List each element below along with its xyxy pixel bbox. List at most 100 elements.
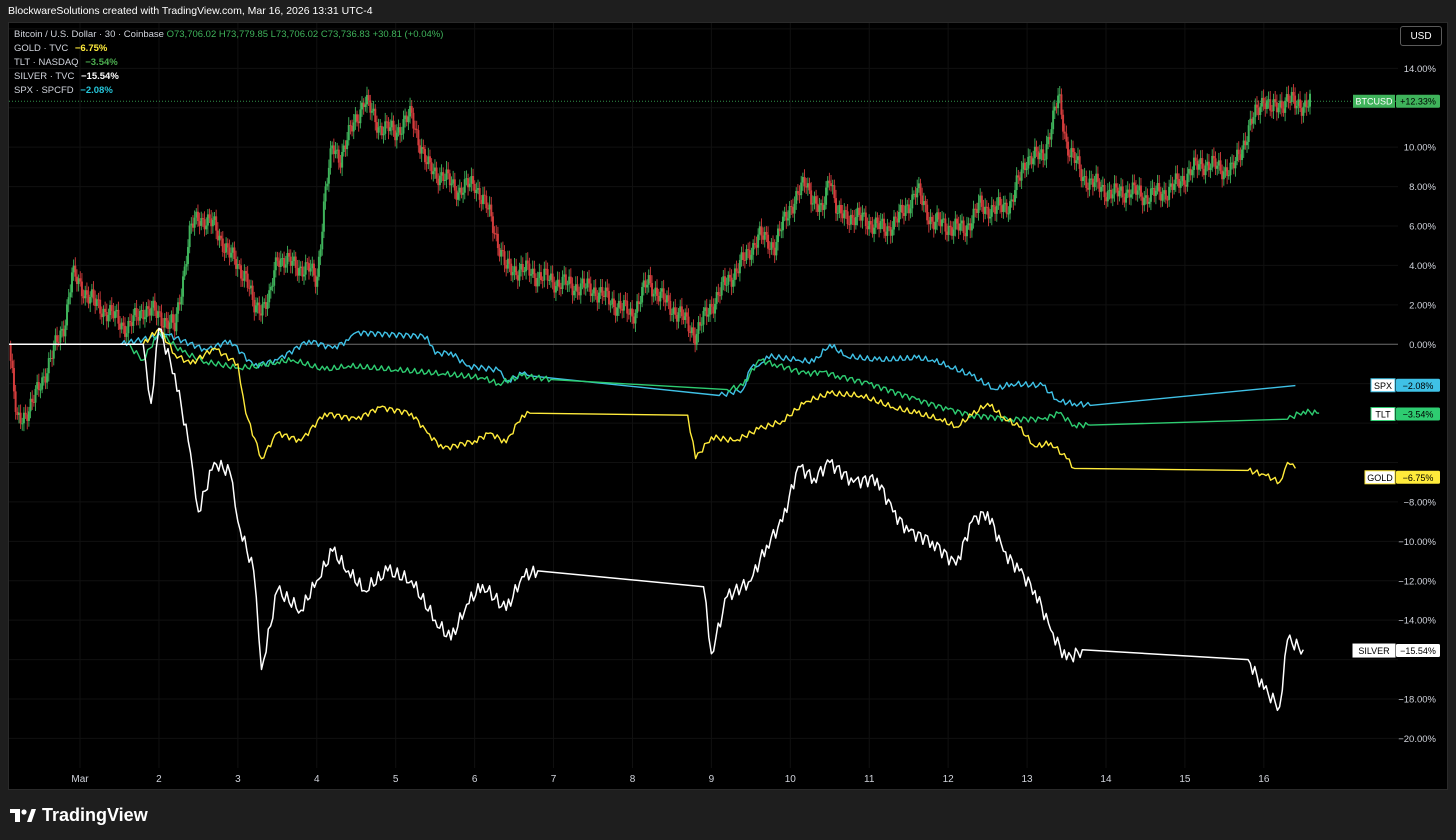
btc-candle <box>254 305 257 313</box>
btc-candle <box>428 156 431 163</box>
btc-candle <box>891 229 894 236</box>
y-tick-label: −18.00% <box>1398 695 1436 706</box>
btc-candle <box>531 268 534 275</box>
btc-candle <box>133 308 136 316</box>
btc-candle <box>1083 176 1086 178</box>
btc-candle <box>1050 129 1053 140</box>
btc-candle <box>296 267 299 276</box>
btc-candle <box>1272 99 1275 112</box>
btc-candle <box>932 221 935 230</box>
btc-candle <box>830 183 833 186</box>
btc-candle <box>964 233 967 237</box>
btc-candle <box>172 314 175 323</box>
btc-candle <box>965 225 968 237</box>
btc-candle <box>1229 162 1232 176</box>
btc-candle <box>1146 195 1149 204</box>
btc-candle <box>783 211 786 217</box>
btc-candle <box>475 189 478 194</box>
btc-candle <box>700 324 703 326</box>
btc-candle <box>786 218 789 221</box>
y-tick-label: −10.00% <box>1398 537 1436 548</box>
attribution-text: BlockwareSolutions created with TradingV… <box>8 5 373 17</box>
btc-candle <box>1035 146 1038 152</box>
tradingview-logo[interactable]: TradingView <box>10 805 148 826</box>
btc-candle <box>445 169 448 180</box>
btc-candle <box>472 175 475 184</box>
btc-candle <box>238 264 241 266</box>
btc-candle <box>405 115 408 123</box>
btc-candle <box>957 223 960 231</box>
btc-candle <box>762 235 765 240</box>
btc-candle <box>31 398 34 402</box>
btc-candle <box>559 287 562 289</box>
legend-row-spx[interactable]: SPX · SPCFD −2.08% <box>14 84 443 98</box>
btc-candle <box>1267 99 1270 101</box>
btc-candle <box>1221 170 1224 180</box>
btc-candle <box>385 121 388 123</box>
btc-candle <box>1156 183 1159 191</box>
btc-candle <box>1192 157 1195 171</box>
btc-candle <box>278 260 281 267</box>
btc-candle <box>1255 104 1258 108</box>
btc-candle <box>1279 100 1282 108</box>
btc-candle <box>409 106 412 117</box>
legend-tlt-name: TLT · NASDAQ <box>14 57 79 68</box>
btc-candle <box>137 316 140 321</box>
btc-candle <box>743 259 746 261</box>
legend-main-row[interactable]: Bitcoin / U.S. Dollar · 30 · Coinbase O7… <box>14 28 443 42</box>
btc-candle <box>664 299 667 303</box>
btc-candle <box>1106 191 1109 202</box>
legend-row-tlt[interactable]: TLT · NASDAQ −3.54% <box>14 56 443 70</box>
btc-candle <box>758 226 761 235</box>
x-tick-label: 11 <box>864 774 875 785</box>
btc-candle <box>1033 146 1036 159</box>
btc-candle <box>109 305 112 316</box>
btc-candle <box>458 187 461 193</box>
btc-candle <box>732 279 735 287</box>
btc-candle <box>298 268 301 276</box>
btc-candle <box>142 310 145 320</box>
chart-frame[interactable] <box>8 22 1448 790</box>
currency-button[interactable]: USD <box>1400 26 1442 46</box>
btc-candle <box>1103 184 1106 198</box>
btc-candle <box>1236 149 1239 161</box>
btc-candle <box>947 225 950 235</box>
btc-candle <box>679 306 682 313</box>
btc-candle <box>269 286 272 291</box>
btc-candle <box>112 311 115 319</box>
btc-candle <box>778 228 781 231</box>
legend-row-silver[interactable]: SILVER · TVC −15.54% <box>14 70 443 84</box>
btc-candle <box>526 260 529 264</box>
btc-candle <box>760 226 763 236</box>
btc-candle <box>520 263 523 270</box>
btc-candle <box>1231 162 1234 164</box>
btc-candle <box>1270 110 1273 112</box>
btc-candle <box>210 218 213 227</box>
series-line-silver <box>9 327 1304 712</box>
btc-candle <box>1037 151 1040 160</box>
btc-candle <box>750 254 753 260</box>
x-tick-label: 4 <box>314 774 320 785</box>
legend-row-gold[interactable]: GOLD · TVC −6.75% <box>14 42 443 56</box>
btc-candle <box>148 308 151 316</box>
btc-candle <box>264 302 267 309</box>
btc-candle <box>962 220 965 234</box>
btc-candle <box>917 183 920 189</box>
btc-candle <box>9 344 12 361</box>
btc-candle <box>946 231 949 235</box>
btc-candle <box>216 230 219 241</box>
btc-candle <box>221 238 224 252</box>
btc-candle <box>56 335 59 342</box>
btc-candle <box>714 303 717 314</box>
btc-candle <box>909 208 912 214</box>
btc-candle <box>427 156 430 165</box>
btc-candle <box>1224 167 1227 172</box>
btc-candle <box>281 258 284 260</box>
btc-candle <box>737 271 740 274</box>
btc-candle <box>268 290 271 303</box>
btc-candle <box>820 203 823 206</box>
btc-candle <box>332 145 335 155</box>
btc-candle <box>609 304 612 306</box>
btc-candle <box>1176 173 1179 179</box>
